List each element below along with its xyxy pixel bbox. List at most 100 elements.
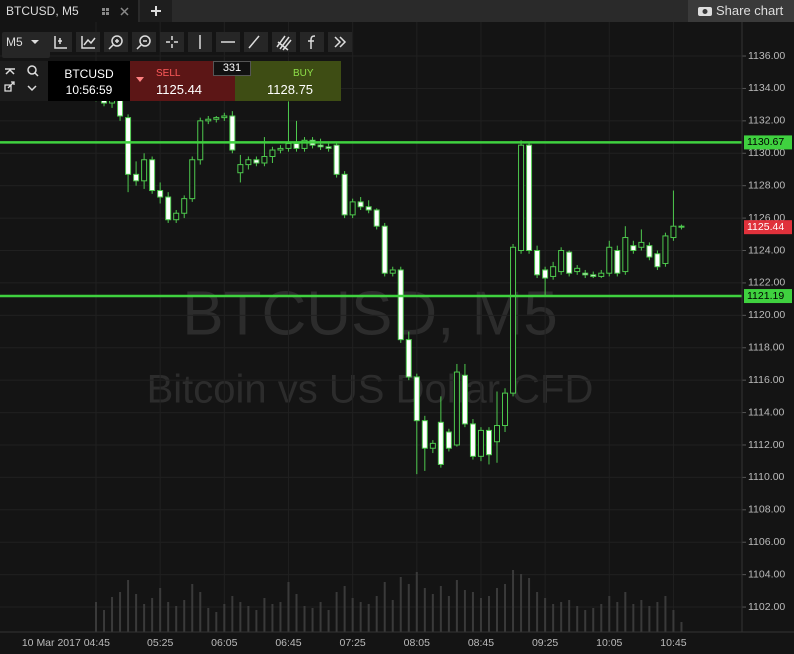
candle-body bbox=[421, 420, 428, 449]
tool-button[interactable] bbox=[244, 32, 268, 52]
volume-bar bbox=[463, 590, 466, 632]
volume-bar bbox=[343, 586, 346, 632]
candle-body bbox=[662, 235, 669, 264]
volume-bar bbox=[175, 606, 178, 632]
volume-bar bbox=[600, 604, 603, 632]
volume-bar bbox=[223, 604, 226, 632]
tool-button[interactable] bbox=[76, 32, 100, 52]
candle-body bbox=[429, 442, 436, 449]
volume-bar bbox=[119, 592, 122, 632]
volume-bar bbox=[207, 608, 210, 632]
candle-body bbox=[469, 423, 476, 457]
tool-button[interactable] bbox=[104, 32, 128, 52]
y-tick-label: 1116.00 bbox=[748, 374, 785, 386]
candle-body bbox=[133, 173, 140, 182]
x-tick-label: 08:05 bbox=[404, 637, 430, 649]
candle-body bbox=[542, 269, 549, 279]
tool-button[interactable] bbox=[160, 32, 184, 52]
tool-button[interactable] bbox=[300, 32, 324, 52]
volume-bar bbox=[608, 596, 611, 632]
candle-body bbox=[606, 246, 613, 274]
candle-body bbox=[373, 209, 380, 227]
volume-bar bbox=[295, 594, 298, 632]
candle-body bbox=[341, 173, 348, 216]
volume-bar bbox=[455, 580, 458, 632]
toolbar bbox=[48, 32, 352, 52]
volume-bar bbox=[319, 602, 322, 632]
volume-bar bbox=[279, 602, 282, 632]
timeframe-select[interactable]: M5 bbox=[2, 32, 50, 58]
volume-bar bbox=[504, 584, 507, 632]
x-tick-label: 06:05 bbox=[211, 637, 237, 649]
candle-body bbox=[518, 144, 525, 252]
tool-button[interactable] bbox=[272, 32, 296, 52]
candle-body bbox=[205, 118, 212, 122]
volume-bar bbox=[512, 570, 515, 632]
sell-label: SELL bbox=[156, 68, 181, 79]
buy-price: 1128.75 bbox=[267, 82, 314, 97]
x-tick-label: 07:25 bbox=[339, 637, 365, 649]
volume-bar bbox=[287, 582, 290, 632]
camera-icon bbox=[698, 7, 712, 16]
y-tick-label: 1122.00 bbox=[748, 277, 785, 289]
volume-bar bbox=[624, 592, 627, 632]
tab[interactable]: BTCUSD, M5 bbox=[0, 0, 138, 22]
candle-body bbox=[157, 190, 164, 198]
candle-body bbox=[405, 339, 412, 378]
candle-body bbox=[646, 245, 653, 258]
volume-bar bbox=[247, 606, 250, 632]
volume-bar bbox=[552, 604, 555, 632]
y-tick-label: 1118.00 bbox=[748, 342, 785, 354]
tool-button[interactable] bbox=[132, 32, 156, 52]
volume-bar bbox=[447, 596, 450, 632]
candle-body bbox=[678, 225, 685, 228]
volume-bar bbox=[576, 606, 579, 632]
volume-bar bbox=[215, 612, 218, 632]
candle-body bbox=[622, 237, 629, 273]
volume-bar bbox=[423, 588, 426, 632]
y-tick-label: 1136.00 bbox=[748, 50, 785, 62]
candle-body bbox=[558, 250, 565, 273]
volume-bar bbox=[167, 602, 170, 632]
candle-body bbox=[461, 374, 468, 425]
candle-body bbox=[293, 143, 300, 149]
candle-body bbox=[630, 245, 637, 252]
candle-body bbox=[413, 376, 420, 422]
volume-bar bbox=[672, 610, 675, 632]
y-tick-label: 1124.00 bbox=[748, 244, 785, 256]
volume-bar bbox=[359, 602, 362, 632]
x-tick-label: 09:25 bbox=[532, 637, 558, 649]
new-tab[interactable] bbox=[140, 0, 172, 22]
candle-body bbox=[445, 431, 452, 449]
y-tick-label: 1114.00 bbox=[748, 406, 785, 418]
x-tick-label: 05:25 bbox=[147, 637, 173, 649]
candle-body bbox=[197, 120, 204, 161]
volume-bar bbox=[303, 606, 306, 632]
y-tick-label: 1104.00 bbox=[748, 568, 785, 580]
candle-body bbox=[325, 146, 332, 149]
symbol-box: BTCUSD 10:56:59 bbox=[48, 61, 130, 101]
sell-button[interactable]: SELL 1125.44 bbox=[130, 61, 235, 101]
x-tick-label: 10:05 bbox=[596, 637, 622, 649]
tab-title: BTCUSD, M5 bbox=[6, 4, 79, 18]
volume-bar bbox=[479, 598, 482, 632]
share-button[interactable]: Share chart bbox=[688, 0, 794, 22]
sell-price: 1125.44 bbox=[156, 82, 203, 97]
buy-label: BUY bbox=[293, 68, 314, 79]
x-tick-label: 06:45 bbox=[275, 637, 301, 649]
candle-body bbox=[550, 266, 557, 277]
volume-bar bbox=[383, 582, 386, 632]
buy-button[interactable]: BUY 1128.75 bbox=[235, 61, 341, 101]
candle-body bbox=[638, 241, 645, 248]
y-tick-label: 1134.00 bbox=[748, 82, 785, 94]
volume-bar bbox=[640, 600, 643, 632]
candle-body bbox=[213, 117, 220, 120]
candle-body bbox=[477, 429, 484, 457]
candle-body bbox=[494, 425, 500, 443]
volume-bar bbox=[199, 592, 202, 632]
candle-body bbox=[453, 371, 460, 446]
candle-body bbox=[670, 225, 677, 239]
candle-body bbox=[654, 253, 661, 268]
